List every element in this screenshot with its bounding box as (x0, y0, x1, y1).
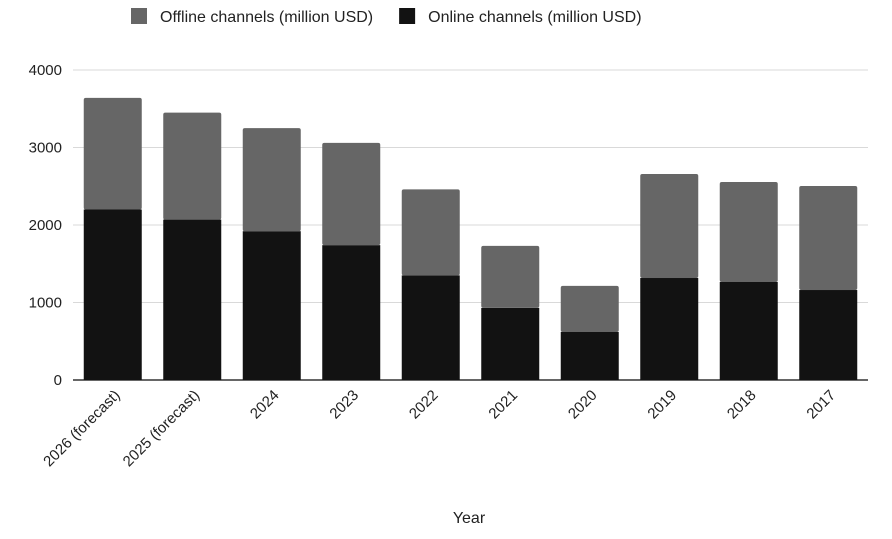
legend-swatch (399, 8, 416, 24)
legend: Offline channels (million USD) Online cha… (131, 8, 642, 26)
bar-online (83, 209, 142, 380)
x-tick-label: 2024 (247, 387, 283, 423)
y-tick-label: 0 (54, 372, 62, 389)
bar-offline (640, 174, 699, 279)
x-tick-label: 2019 (644, 387, 680, 423)
bar-online (242, 231, 301, 380)
x-tick-label: 2026 (forecast) (40, 387, 123, 470)
bar-offline (560, 285, 619, 332)
legend-label: Offline channels (million USD) (160, 9, 373, 26)
y-axis-ticks: 0 1000 2000 3000 4000 (29, 62, 62, 389)
legend-swatch (131, 8, 147, 24)
bar-offline (83, 97, 142, 210)
x-axis-label: Year (453, 510, 486, 527)
y-tick-label: 3000 (29, 140, 62, 157)
bar-offline (322, 142, 381, 246)
bar-online (560, 331, 619, 380)
y-tick-label: 1000 (29, 295, 62, 312)
bar-offline (163, 112, 222, 220)
bars (83, 97, 858, 380)
bar-offline (242, 128, 301, 232)
bar-online (401, 275, 460, 380)
bar-offline (481, 245, 540, 308)
bar-online (163, 219, 222, 380)
x-tick-label: 2021 (485, 387, 521, 423)
x-axis-ticks: 2026 (forecast)2025 (forecast) 2024 2023 20… (40, 387, 839, 470)
y-tick-label: 2000 (29, 217, 62, 234)
x-tick-label: 2020 (565, 387, 601, 423)
bar-online (640, 278, 699, 380)
bar-offline (401, 189, 460, 276)
x-tick-label: 2023 (326, 387, 362, 423)
x-tick-label: 2017 (803, 387, 839, 423)
bar-online (719, 281, 778, 380)
bar-online (481, 307, 540, 380)
x-tick-label: 2022 (406, 387, 442, 423)
x-tick-label: 2025 (forecast) (120, 387, 203, 470)
bar-offline (719, 181, 778, 282)
bar-online (799, 290, 858, 380)
legend-label: Online channels (million USD) (428, 9, 641, 26)
bar-offline (799, 186, 858, 291)
bar-online (322, 245, 381, 380)
y-tick-label: 4000 (29, 62, 62, 79)
x-tick-label: 2018 (724, 387, 760, 423)
